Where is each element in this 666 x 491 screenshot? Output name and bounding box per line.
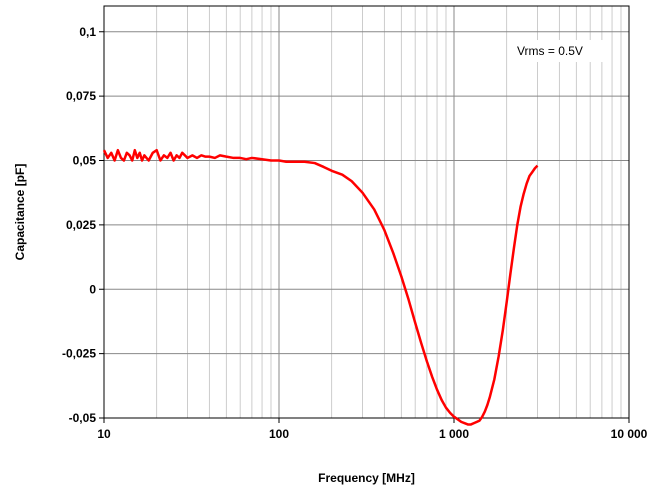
- capacitance-series-line: [102, 148, 539, 426]
- y-tick-label: 0,025: [66, 218, 96, 232]
- x-tick-label: 10: [97, 427, 111, 441]
- y-tick-label: 0: [89, 282, 96, 296]
- y-tick-label: 0,1: [79, 25, 96, 39]
- x-axis-title: Frequency [MHz]: [318, 471, 415, 485]
- x-tick-label: 1 000: [439, 427, 469, 441]
- y-tick-label: -0,05: [69, 411, 97, 425]
- y-tick-label: 0,075: [66, 89, 96, 103]
- grid: [104, 6, 629, 419]
- plot-frame: [103, 5, 630, 419]
- y-axis-title: Capacitance [pF]: [13, 164, 27, 261]
- ticks: 10 100 1 000 10 000 -0,05 -0,025 0 0,025 0,05 0,0…: [62, 25, 648, 441]
- series: [102, 148, 539, 426]
- y-tick-label: -0,025: [62, 347, 96, 361]
- y-tick-label: 0,05: [73, 154, 97, 168]
- x-tick-label: 100: [269, 427, 289, 441]
- annotation-box: Vrms = 0.5V: [510, 40, 604, 62]
- x-tick-label: 10 000: [611, 427, 648, 441]
- annotation-vrms: Vrms = 0.5V: [517, 44, 583, 58]
